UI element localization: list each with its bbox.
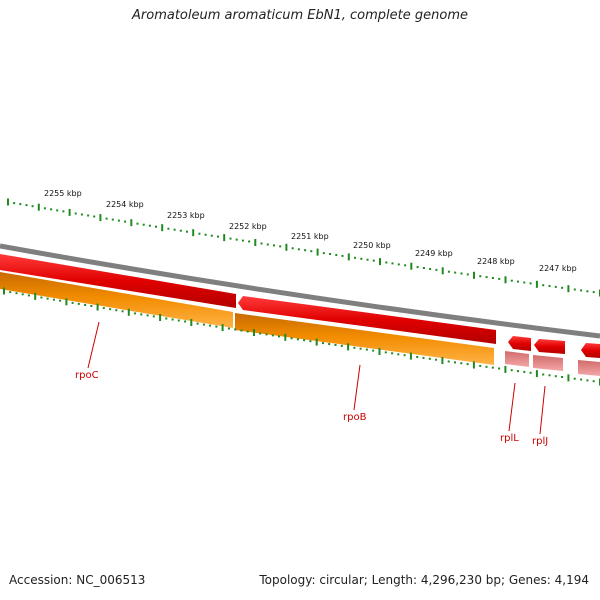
gene-leader-line (540, 386, 545, 434)
rna-gene-block[interactable] (533, 355, 563, 371)
gene-label[interactable]: rplL (500, 433, 519, 444)
genome-summary-text: Topology: circular; Length: 4,296,230 bp… (259, 573, 589, 587)
ruler-label: 2247 kbp (539, 264, 577, 273)
ruler-label: 2252 kbp (229, 222, 267, 231)
forward-strand-genes (0, 254, 600, 358)
gene-label[interactable]: rplJ (532, 436, 548, 447)
ruler-label: 2250 kbp (353, 241, 391, 250)
gene-leader-line (509, 383, 515, 431)
gene-label[interactable]: rpoB (343, 412, 367, 423)
accession-text: Accession: NC_006513 (9, 573, 145, 587)
genome-map-view: Aromatoleum aromaticum EbN1, complete ge… (0, 0, 600, 600)
rna-gene-block[interactable] (505, 351, 529, 367)
ruler-label: 2254 kbp (106, 200, 144, 209)
gene-leader-line (354, 365, 360, 410)
gene-label[interactable]: rpoC (75, 370, 99, 381)
forward-gene-arrow[interactable] (581, 343, 600, 358)
genome-map: 2255 kbp 2254 kbp 2253 kbp 2252 kbp 2251… (0, 0, 600, 600)
forward-gene-arrow[interactable] (508, 336, 531, 351)
ruler-label: 2248 kbp (477, 257, 515, 266)
ruler-labels: 2255 kbp 2254 kbp 2253 kbp 2252 kbp 2251… (44, 189, 577, 273)
rna-gene-block[interactable] (578, 360, 600, 376)
ruler-label: 2249 kbp (415, 249, 453, 258)
forward-gene-arrow[interactable] (534, 339, 565, 354)
gene-leader-line (88, 322, 99, 368)
ruler-label: 2251 kbp (291, 232, 329, 241)
ruler-label: 2253 kbp (167, 211, 205, 220)
ruler-label: 2255 kbp (44, 189, 82, 198)
